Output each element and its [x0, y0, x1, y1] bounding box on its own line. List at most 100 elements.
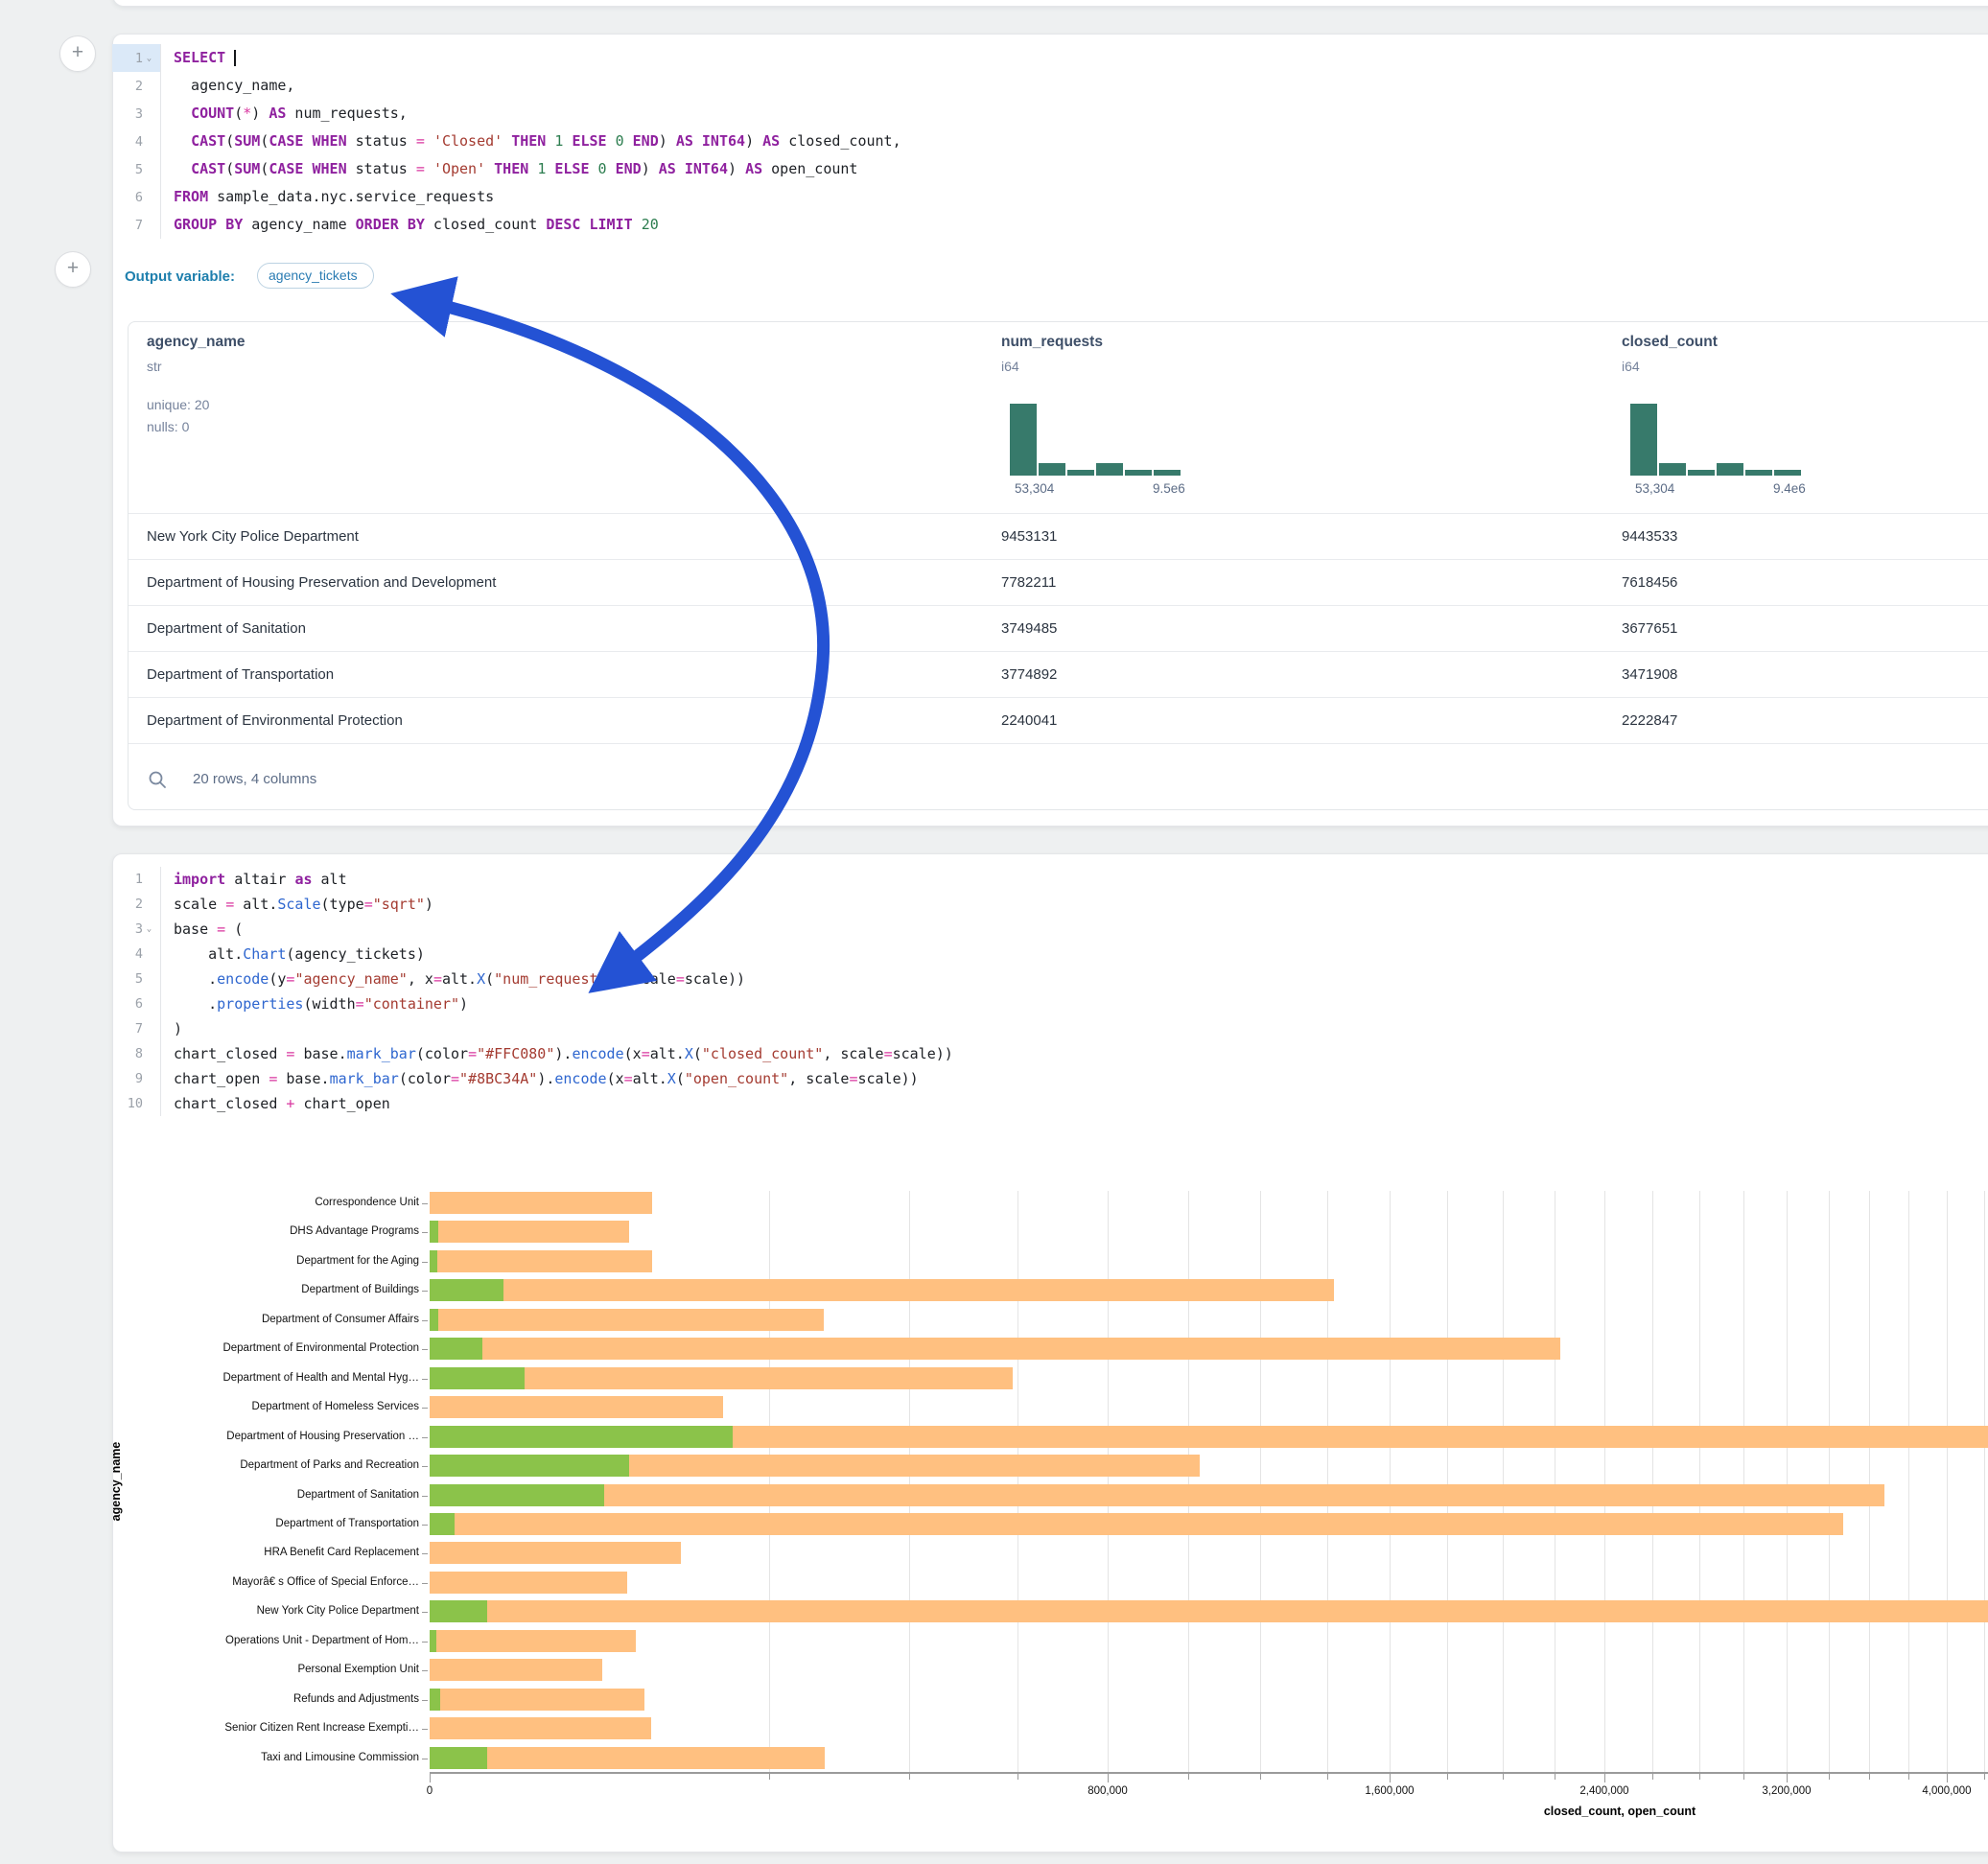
code-line: 5 .encode(y="agency_name", x=alt.X("num_… — [112, 967, 1455, 991]
line-number-gutter: 7 — [112, 1016, 160, 1041]
line-number-gutter: 4 — [112, 128, 160, 155]
add-cell-button-top[interactable]: + — [59, 35, 96, 72]
line-number-gutter: 6 — [112, 991, 160, 1016]
output-variable-label: Output variable: — [125, 268, 236, 285]
code-text: .encode(y="agency_name", x=alt.X("num_re… — [160, 967, 745, 991]
chevron-down-icon[interactable]: ⌄ — [146, 924, 152, 934]
code-line: 8 chart_closed = base.mark_bar(color="#FF… — [112, 1041, 1455, 1066]
column-header: num_requests — [1001, 334, 1103, 350]
line-number-gutter: 2 — [112, 892, 160, 917]
line-number-gutter: 10 — [112, 1091, 160, 1116]
code-line: 1 import altair as alt — [112, 867, 1455, 892]
code-line: 2 scale = alt.Scale(type="sqrt") — [112, 892, 1455, 917]
code-line: 4 CAST(SUM(CASE WHEN status = 'Closed' T… — [112, 128, 1455, 155]
table-row-count: 20 rows, 4 columns — [193, 771, 317, 787]
code-text: import altair as alt — [160, 867, 347, 892]
line-number: 8 — [134, 1046, 143, 1061]
histogram-min-label: 53,304 — [1015, 481, 1055, 496]
code-text: ) — [160, 1016, 182, 1041]
code-line: 1 ⌄ SELECT — [112, 44, 1455, 72]
histogram-bar — [1745, 470, 1772, 476]
row-divider — [129, 743, 1988, 744]
code-line: 6 FROM sample_data.nyc.service_requests — [112, 183, 1455, 211]
table-cell: 9443533 — [1622, 528, 1678, 545]
column-header: agency_name — [147, 334, 246, 350]
code-line: 3 COUNT(*) AS num_requests, — [112, 100, 1455, 128]
line-number: 7 — [134, 217, 143, 233]
histogram-min-label: 53,304 — [1635, 481, 1675, 496]
row-divider — [129, 697, 1988, 698]
code-text: FROM sample_data.nyc.service_requests — [160, 183, 494, 211]
line-number-gutter: 3 ⌄ — [112, 917, 160, 942]
histogram-max-label: 9.5e6 — [1153, 481, 1185, 496]
table-cell: 9453131 — [1001, 528, 1058, 545]
table-row: Department of Transportation 3774892 34719… — [129, 652, 1988, 698]
table-cell: 2240041 — [1001, 712, 1058, 729]
histogram-bar — [1010, 404, 1037, 476]
code-line: 3 ⌄ base = ( — [112, 917, 1455, 942]
output-variable-pill[interactable]: agency_tickets — [257, 263, 374, 289]
row-divider — [129, 513, 1988, 514]
table-cell: 3471908 — [1622, 666, 1678, 683]
line-number: 2 — [134, 78, 143, 94]
sql-code-editor[interactable]: 1 ⌄ SELECT 2 agency_name, 3 COUNT(*) AS num… — [112, 44, 1455, 239]
line-number-gutter: 9 — [112, 1066, 160, 1091]
code-line: 4 alt.Chart(agency_tickets) — [112, 942, 1455, 967]
column-type: str — [147, 359, 162, 374]
histogram-bar — [1125, 470, 1152, 476]
table-cell: Department of Sanitation — [147, 620, 306, 637]
row-divider — [129, 559, 1988, 560]
histogram-bar — [1096, 463, 1123, 476]
search-icon[interactable] — [148, 770, 167, 789]
code-line: 7 GROUP BY agency_name ORDER BY closed_co… — [112, 211, 1455, 239]
code-text: chart_open = base.mark_bar(color="#8BC34… — [160, 1066, 919, 1091]
line-number: 4 — [134, 946, 143, 962]
histogram-bar — [1067, 470, 1094, 476]
previous-cell-edge — [112, 0, 1988, 7]
line-number-gutter: 3 — [112, 100, 160, 128]
table-cell: Department of Housing Preservation and D… — [147, 574, 497, 591]
code-text: base = ( — [160, 917, 243, 942]
line-number: 4 — [134, 133, 143, 150]
code-line: 6 .properties(width="container") — [112, 991, 1455, 1016]
python-code-editor[interactable]: 1 import altair as alt 2 scale = alt.Scale(… — [112, 867, 1455, 1116]
line-number: 9 — [134, 1071, 143, 1086]
table-cell: 3749485 — [1001, 620, 1058, 637]
line-number-gutter: 1 — [112, 867, 160, 892]
column-histogram — [1010, 404, 1184, 476]
code-text: alt.Chart(agency_tickets) — [160, 942, 425, 967]
line-number: 6 — [134, 189, 143, 205]
row-divider — [129, 605, 1988, 606]
table-cell: 7782211 — [1001, 574, 1057, 591]
column-type: i64 — [1622, 359, 1640, 374]
table-cell: 3677651 — [1622, 620, 1678, 637]
code-line: 5 CAST(SUM(CASE WHEN status = 'Open' THE… — [112, 155, 1455, 183]
table-row: Department of Housing Preservation and D… — [129, 560, 1988, 606]
add-cell-button-middle[interactable]: + — [55, 251, 91, 288]
code-text: CAST(SUM(CASE WHEN status = 'Open' THEN … — [160, 155, 857, 183]
line-number-gutter: 1 ⌄ — [112, 44, 160, 72]
line-number-gutter: 6 — [112, 183, 160, 211]
column-histogram — [1630, 404, 1805, 476]
column-header: closed_count — [1622, 334, 1718, 350]
histogram-bar — [1717, 463, 1743, 476]
row-divider — [129, 651, 1988, 652]
line-number: 3 — [134, 105, 143, 122]
code-text: chart_closed = base.mark_bar(color="#FFC… — [160, 1041, 953, 1066]
code-text: chart_closed + chart_open — [160, 1091, 390, 1116]
column-type: i64 — [1001, 359, 1019, 374]
table-cell: Department of Transportation — [147, 666, 335, 683]
histogram-bar — [1154, 470, 1181, 476]
chevron-down-icon[interactable]: ⌄ — [146, 53, 152, 63]
histogram-bar — [1688, 470, 1715, 476]
line-number: 2 — [134, 897, 143, 912]
line-number: 3 — [134, 921, 143, 937]
table-cell: 3774892 — [1001, 666, 1058, 683]
code-line: 10 chart_closed + chart_open — [112, 1091, 1455, 1116]
line-number: 6 — [134, 996, 143, 1012]
line-number: 1 — [134, 50, 143, 66]
line-number: 7 — [134, 1021, 143, 1037]
table-cell: New York City Police Department — [147, 528, 359, 545]
line-number-gutter: 8 — [112, 1041, 160, 1066]
